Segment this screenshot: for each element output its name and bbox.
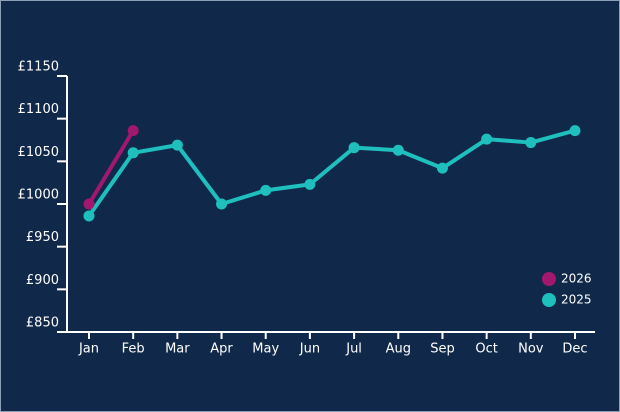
legend-label: 2025 (561, 293, 592, 307)
x-tick-label: Oct (475, 342, 497, 357)
y-tick-label: £950 (26, 230, 59, 245)
x-tick-label: Sep (430, 342, 455, 357)
x-tick-label: Feb (122, 342, 145, 357)
data-point (348, 142, 360, 154)
data-point (392, 144, 404, 156)
x-tick-label: Mar (165, 342, 190, 357)
y-tick-label: £1000 (18, 188, 59, 203)
x-tick-label: May (252, 342, 279, 357)
x-tick-label: Jul (345, 342, 362, 357)
data-point (260, 184, 272, 196)
x-tick-label: Jun (299, 342, 320, 357)
data-point (127, 147, 139, 159)
x-tick-label: Jan (78, 342, 99, 357)
data-point (481, 133, 493, 145)
y-tick-label: £1050 (18, 145, 59, 160)
series-line (87, 129, 135, 206)
data-point (83, 198, 95, 210)
data-point (171, 139, 183, 151)
legend-swatch (542, 272, 556, 286)
x-tick-label: Aug (386, 342, 411, 357)
legend-swatch (542, 293, 556, 307)
data-point (216, 198, 228, 210)
data-point (83, 210, 95, 222)
data-point (569, 125, 581, 137)
y-tick-label: £850 (26, 316, 59, 331)
x-tick-label: Dec (562, 342, 587, 357)
y-tick-label: £1150 (18, 60, 59, 75)
legend-label: 2026 (561, 272, 592, 286)
y-tick-label: £1100 (18, 102, 59, 117)
data-point (525, 137, 537, 149)
data-point (436, 162, 448, 174)
data-point (304, 178, 316, 190)
x-tick-label: Nov (518, 342, 544, 357)
y-tick-label: £900 (26, 273, 59, 288)
x-tick-label: Apr (210, 342, 233, 357)
series-line (87, 128, 576, 218)
data-point (127, 125, 139, 137)
